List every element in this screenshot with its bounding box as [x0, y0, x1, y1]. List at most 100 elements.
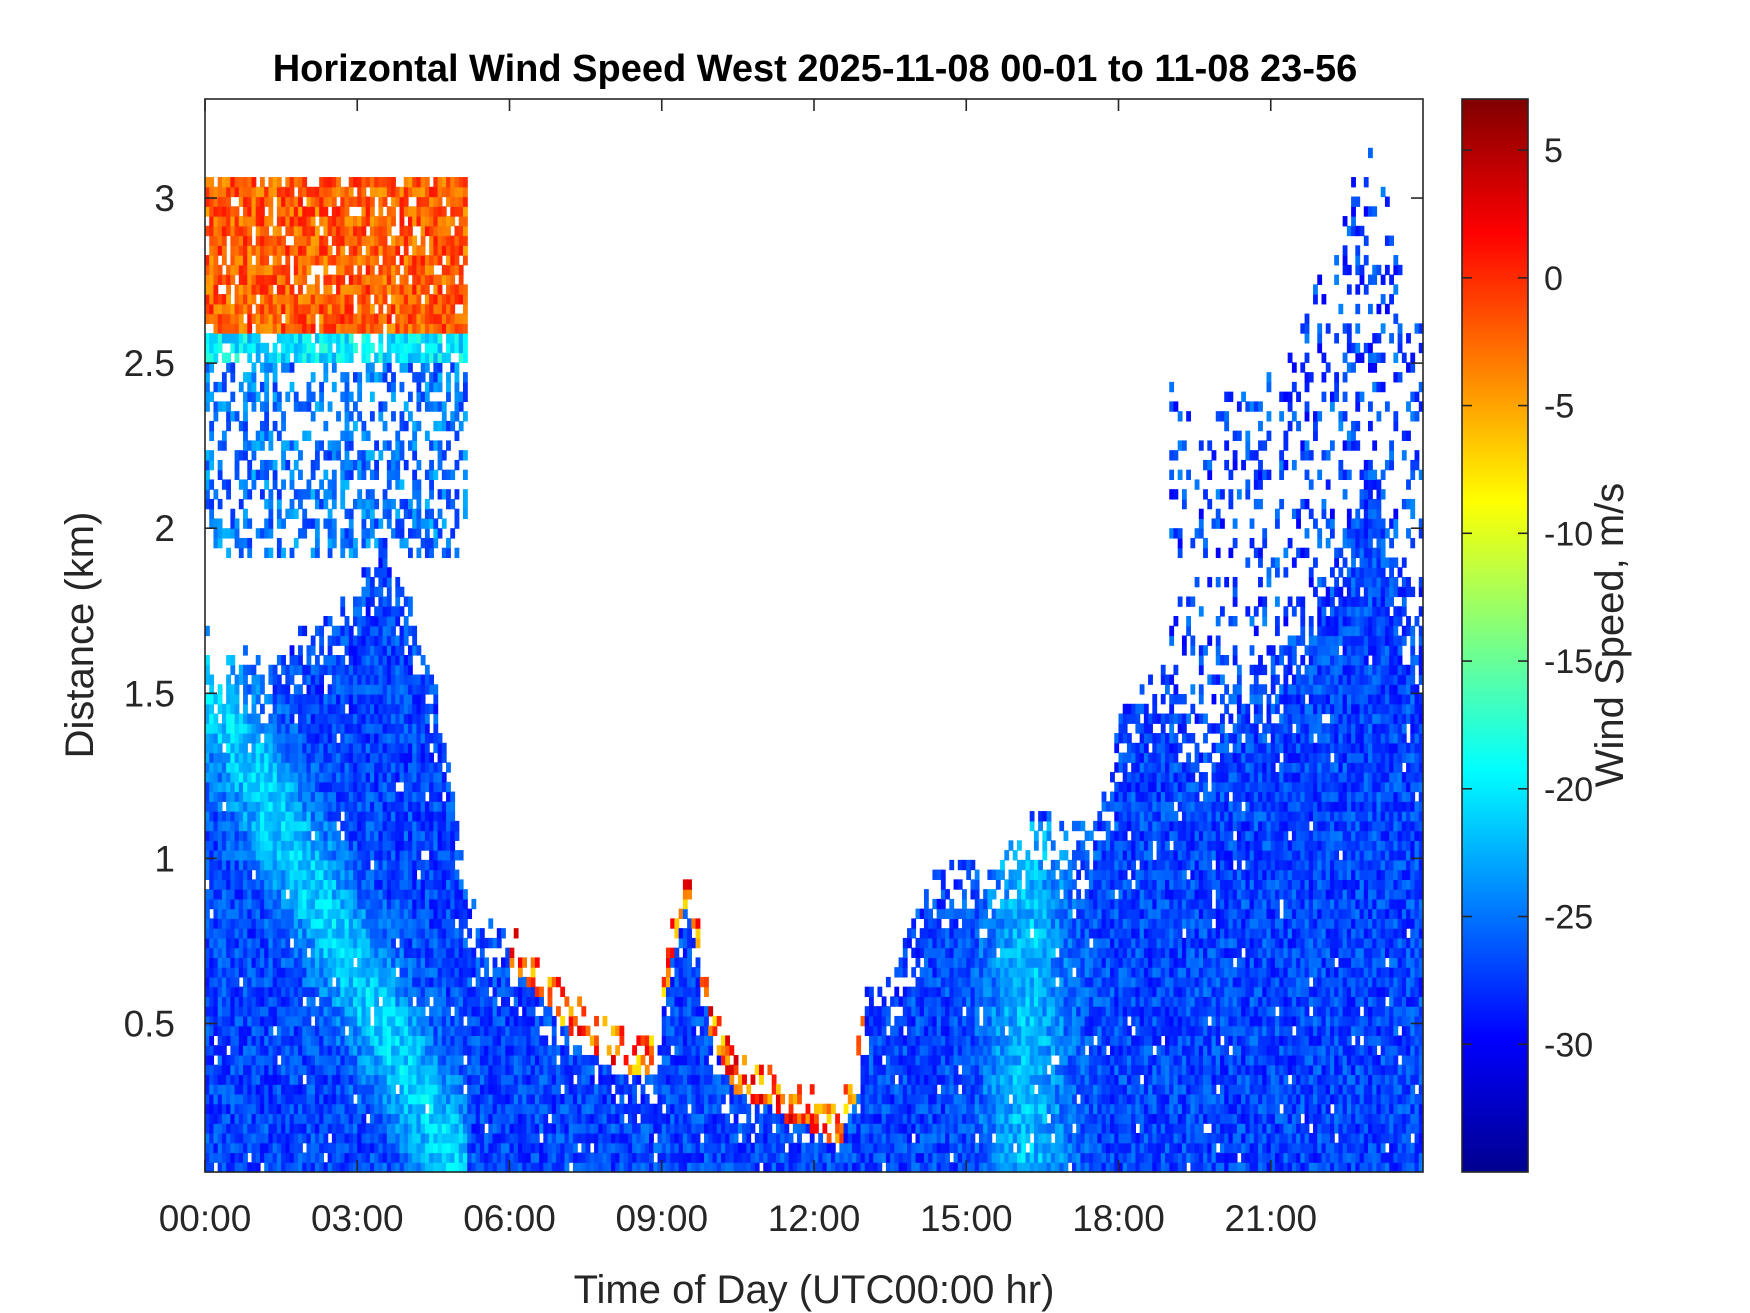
heatmap-cell: [412, 440, 418, 451]
heatmap-cell: [408, 781, 413, 793]
heatmap-cell: [285, 1015, 291, 1027]
heatmap-cell: [230, 830, 236, 841]
heatmap-cell: [450, 1113, 456, 1124]
heatmap-cell: [416, 713, 422, 724]
heatmap-cell: [353, 908, 358, 919]
heatmap-cell: [251, 333, 257, 344]
heatmap-cell: [319, 947, 325, 958]
heatmap-cell: [403, 1015, 409, 1027]
heatmap-cell: [433, 947, 439, 958]
heatmap-cell: [403, 1025, 409, 1037]
heatmap-cell: [230, 313, 236, 324]
heatmap-cell: [399, 381, 405, 393]
heatmap-cell: [251, 762, 257, 773]
heatmap-cell: [268, 840, 274, 851]
heatmap-cell: [327, 869, 333, 880]
heatmap-cell: [501, 976, 506, 988]
heatmap-cell: [209, 1093, 215, 1105]
heatmap-cell: [433, 811, 439, 822]
heatmap-cell: [424, 518, 430, 529]
heatmap-cell: [251, 391, 257, 402]
heatmap-cell: [247, 547, 253, 559]
heatmap-cell: [403, 811, 409, 822]
heatmap-cell: [382, 694, 388, 705]
heatmap-cell: [327, 1006, 333, 1017]
heatmap-cell: [357, 859, 363, 871]
heatmap-cell: [217, 1103, 223, 1115]
heatmap-cell: [298, 333, 303, 344]
heatmap-cell: [412, 528, 418, 539]
heatmap-cell: [251, 401, 257, 412]
heatmap-cell: [513, 1015, 519, 1027]
heatmap-cell: [255, 1025, 261, 1037]
heatmap-cell: [513, 1093, 519, 1105]
heatmap-cell: [238, 850, 244, 861]
heatmap-cell: [209, 752, 215, 763]
heatmap-cell: [344, 840, 350, 851]
heatmap-cell: [437, 830, 443, 841]
heatmap-cell: [209, 1064, 215, 1076]
heatmap-cell: [412, 255, 418, 266]
heatmap-cell: [408, 840, 413, 851]
heatmap-cell: [259, 264, 265, 276]
heatmap-cell: [217, 928, 223, 939]
heatmap-cell: [513, 1054, 519, 1066]
heatmap-cell: [281, 1132, 286, 1144]
heatmap-cell: [302, 352, 308, 363]
heatmap-cell: [259, 440, 265, 451]
heatmap-cell: [433, 1093, 439, 1105]
heatmap-cell: [213, 781, 219, 793]
heatmap-cell: [505, 996, 511, 1007]
heatmap-cell: [391, 245, 396, 256]
heatmap-cell: [247, 781, 253, 793]
heatmap-cell: [268, 869, 274, 880]
heatmap-cell: [424, 528, 430, 539]
heatmap-cell: [433, 274, 439, 285]
heatmap-cell: [374, 986, 379, 998]
heatmap-cell: [479, 1035, 485, 1046]
heatmap-cell: [361, 869, 367, 880]
heatmap-cell: [293, 1006, 299, 1017]
heatmap-cell: [298, 245, 303, 256]
heatmap-cell: [382, 576, 388, 588]
heatmap-cell: [450, 957, 456, 968]
heatmap-cell: [382, 976, 388, 988]
heatmap-cell: [238, 1084, 244, 1095]
heatmap-cell: [458, 264, 464, 276]
heatmap-cell: [247, 235, 253, 246]
heatmap-cell: [458, 216, 464, 227]
heatmap-cell: [424, 401, 430, 412]
heatmap-cell: [238, 937, 244, 949]
heatmap-cell: [268, 898, 274, 910]
heatmap-cell: [293, 684, 299, 695]
heatmap-cell: [501, 1074, 506, 1085]
heatmap-cell: [382, 937, 388, 949]
heatmap-cell: [255, 908, 261, 919]
heatmap-cell: [243, 1093, 248, 1105]
heatmap-cell: [331, 859, 337, 871]
heatmap-cell: [467, 1025, 473, 1037]
heatmap-cell: [369, 1025, 375, 1037]
heatmap-cell: [314, 781, 320, 793]
heatmap-cell: [344, 1084, 350, 1095]
heatmap-cell: [353, 703, 358, 715]
heatmap-cell: [357, 713, 363, 724]
heatmap-cell: [281, 1103, 286, 1115]
heatmap-cell: [382, 723, 388, 734]
heatmap-cell: [361, 684, 367, 695]
heatmap-cell: [382, 859, 388, 871]
heatmap-cell: [348, 830, 354, 841]
heatmap-cell: [336, 898, 341, 910]
heatmap-cell: [217, 333, 223, 344]
heatmap-cell: [386, 1093, 392, 1105]
heatmap-cell: [365, 576, 371, 588]
heatmap-cell: [374, 801, 379, 812]
heatmap-cell: [217, 791, 223, 802]
heatmap-cell: [450, 177, 456, 188]
heatmap-cell: [408, 830, 413, 841]
heatmap-cell: [247, 889, 253, 900]
heatmap-cell: [323, 898, 329, 910]
heatmap-cell: [251, 742, 257, 754]
heatmap-cell: [306, 1113, 312, 1124]
heatmap-cell: [238, 1015, 244, 1027]
